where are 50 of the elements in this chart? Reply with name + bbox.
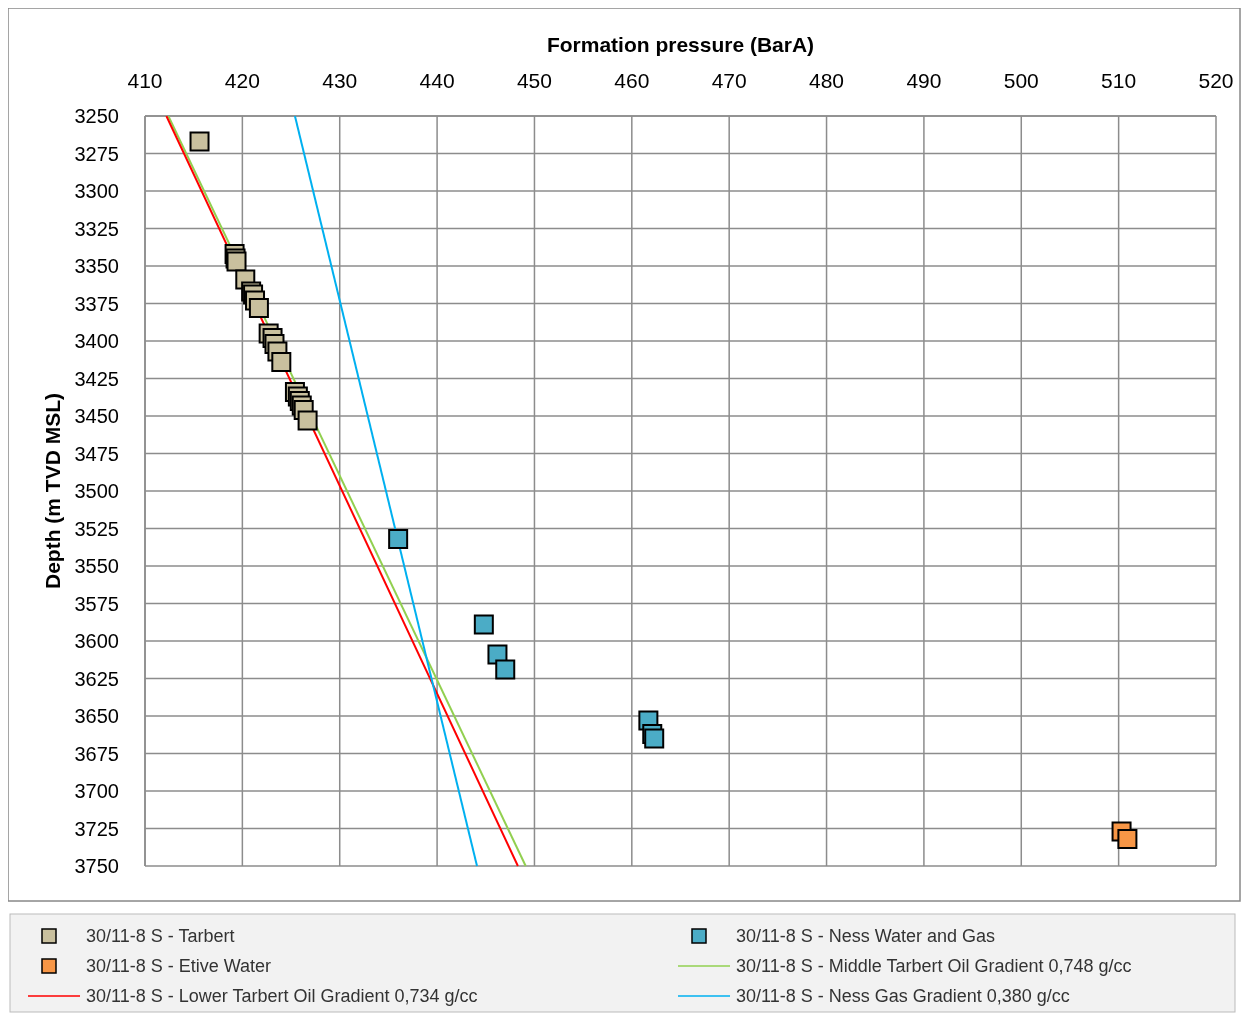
point <box>388 529 409 549</box>
x-tick-label: 420 <box>224 69 260 92</box>
point <box>271 352 292 372</box>
x-tick-label: 470 <box>711 69 747 92</box>
y-tick-label: 3350 <box>74 255 119 277</box>
y-tick-label: 3300 <box>74 180 119 202</box>
legend-label: 30/11-8 S - Lower Tarbert Oil Gradient 0,734 g/cc <box>86 986 478 1006</box>
y-tick-label: 3500 <box>74 480 119 502</box>
y-tick-label: 3450 <box>74 405 119 427</box>
y-tick-label: 3400 <box>74 330 119 352</box>
y-tick-label: 3250 <box>74 105 119 127</box>
x-tick-label: 450 <box>516 69 552 92</box>
y-tick-label: 3750 <box>74 855 119 877</box>
legend-label: 30/11-8 S - Middle Tarbert Oil Gradient 0,748 g/cc <box>736 956 1132 976</box>
y-tick-label: 3650 <box>74 705 119 727</box>
y-tick-label: 3700 <box>74 780 119 802</box>
x-tick-label: 500 <box>1003 69 1039 92</box>
x-tick-label: 490 <box>906 69 942 92</box>
x-tick-label: 480 <box>809 69 845 92</box>
y-tick-label: 3475 <box>74 442 119 465</box>
x-tick-label: 460 <box>614 69 650 92</box>
x-tick-label: 430 <box>322 69 358 92</box>
point <box>248 298 269 318</box>
point <box>644 728 665 749</box>
legend-label: 30/11-8 S - Ness Gas Gradient 0,380 g/cc <box>736 986 1070 1006</box>
x-axis-title: Formation pressure (BarA) <box>546 33 815 56</box>
x-tick-label: 510 <box>1101 69 1137 92</box>
point <box>297 410 318 431</box>
y-tick-label: 3675 <box>74 742 119 765</box>
legend-label: 30/11-8 S - Ness Water and Gas <box>736 926 996 946</box>
y-axis-title: Depth (m TVD MSL) <box>41 393 64 589</box>
y-tick-label: 3725 <box>74 817 119 840</box>
y-tick-label: 3325 <box>74 217 119 240</box>
x-tick-label: 520 <box>1198 69 1234 92</box>
point <box>189 131 210 152</box>
y-tick-label: 3600 <box>74 630 119 652</box>
point <box>473 614 494 635</box>
y-tick-label: 3375 <box>74 292 119 315</box>
y-tick-label: 3550 <box>74 555 119 577</box>
y-tick-label: 3425 <box>74 367 119 390</box>
legend-label: 30/11-8 S - Etive Water <box>86 956 272 976</box>
y-tick-label: 3625 <box>74 667 119 690</box>
x-tick-label: 410 <box>127 69 163 92</box>
x-tick-label: 440 <box>419 69 455 92</box>
point <box>1117 829 1138 849</box>
y-tick-label: 3275 <box>74 142 119 165</box>
y-tick-label: 3575 <box>74 592 119 615</box>
point <box>495 659 516 680</box>
y-tick-label: 3525 <box>74 517 119 540</box>
legend-label: 30/11-8 S - Tarbert <box>86 926 235 946</box>
